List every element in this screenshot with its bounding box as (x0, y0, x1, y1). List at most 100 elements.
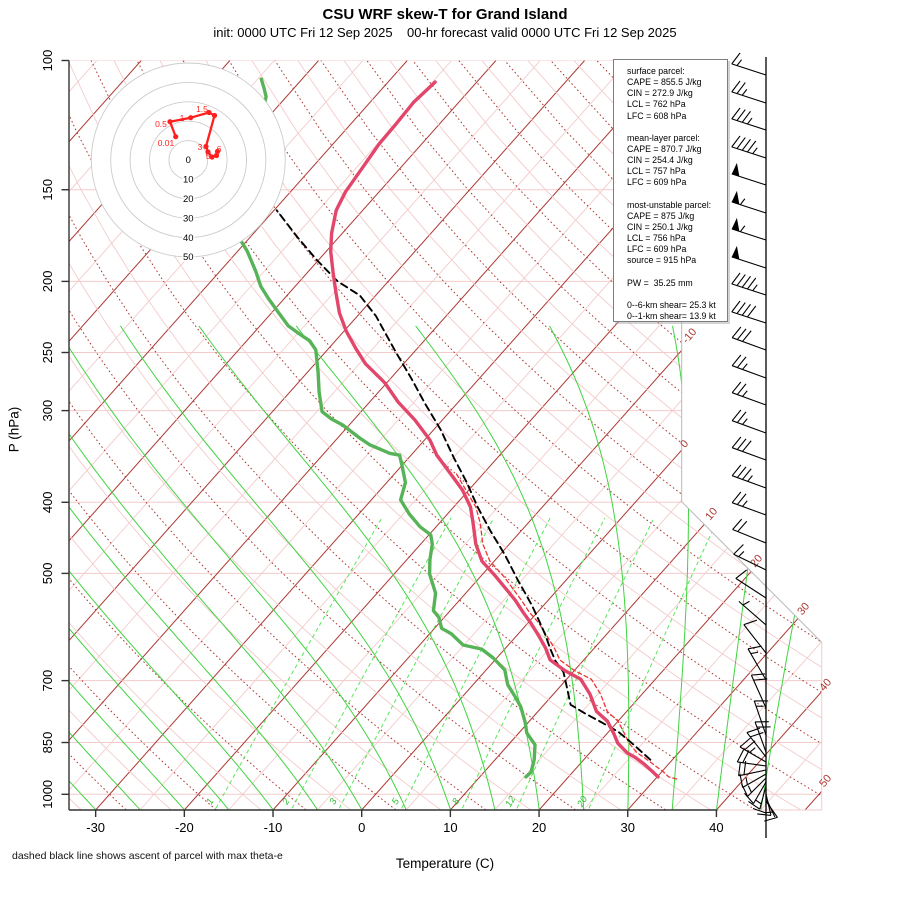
dry-adiabat-line (69, 60, 531, 810)
wind-barb (750, 673, 768, 709)
wind-barb (738, 760, 767, 777)
mixing-ratio-line (215, 517, 383, 809)
x-axis-label: Temperature (C) (395, 856, 495, 871)
pressure-tick-label: 700 (40, 670, 55, 692)
info-box-line: CIN = 254.4 J/kg (627, 155, 693, 166)
hodograph-trace-point (211, 112, 218, 119)
temperature-tick-label: -30 (86, 820, 105, 835)
wind-barb (731, 245, 767, 269)
isotherm-right-label: 10 (703, 506, 720, 523)
wind-barb (731, 52, 767, 76)
moist-adiabat-line (198, 325, 496, 810)
temperature-tick-label: -10 (264, 820, 283, 835)
mixing-ratio-line (461, 517, 606, 809)
hodograph-height-label: 1.5 (196, 104, 208, 114)
page-title: CSU WRF skew-T for Grand Island (322, 6, 568, 23)
dry-adiabat-line (182, 60, 822, 810)
isotherm-line (69, 60, 497, 810)
wind-barb (732, 518, 767, 544)
chart-subtitle: init: 0000 UTC Fri 12 Sep 2025 00-hr for… (213, 25, 677, 40)
info-box-section-title: mean-layer parcel: (627, 132, 700, 143)
hodograph-ring (90, 62, 286, 258)
isotherm-line (69, 60, 585, 810)
moist-adiabat-line (69, 325, 318, 810)
mixing-ratio-line (401, 517, 551, 809)
dry-adiabat-line (366, 60, 822, 810)
isotherm-line (69, 60, 541, 810)
isotherm-line (760, 60, 822, 810)
pressure-tick-label: 500 (40, 563, 55, 585)
hodograph-trace-point (213, 152, 220, 159)
hodograph-height-label: 0.5 (155, 119, 167, 129)
isotherm-right-label: 20 (748, 553, 765, 570)
pressure-tick-label: 400 (40, 491, 55, 513)
temperature-tick-label: 30 (621, 820, 635, 835)
isotherm-line (583, 60, 822, 810)
wind-barb (746, 727, 767, 758)
isotherm-right-label: -10 (680, 326, 699, 346)
dry-adiabat-line (343, 60, 822, 810)
dry-adiabat-line (69, 60, 442, 810)
hodograph-ring (149, 120, 228, 200)
wind-barb (731, 354, 767, 379)
dry-adiabat-line (69, 60, 172, 810)
pressure-tick-label: 100 (40, 50, 55, 72)
isotherm-line (69, 60, 718, 810)
wind-barb (731, 80, 767, 104)
info-box-section-title: most-unstable parcel: (627, 199, 712, 210)
wind-barb (731, 272, 767, 296)
info-box-line: LCL = 762 hPa (627, 99, 686, 110)
isotherm-line (671, 60, 822, 810)
hodograph-background-disk (91, 63, 286, 257)
hodograph-height-label: 5 (206, 151, 211, 161)
dry-adiabat-line (113, 60, 822, 810)
parcel-ascent-curve (275, 209, 652, 761)
dry-adiabat-line (69, 60, 621, 810)
isotherm-line (317, 60, 822, 810)
dry-adiabat-line (136, 60, 822, 810)
info-box-section: PW = 35.25 mm (627, 278, 727, 289)
mixing-ratio-label: 8 (450, 796, 463, 807)
mixing-ratio-line (291, 517, 452, 809)
hodograph-height-label: 6 (217, 144, 222, 154)
dry-adiabat-line (69, 60, 397, 810)
parcel-info-box: surface parcel: CAPE = 855.5 J/kg CIN = 27… (613, 59, 728, 322)
wind-barb (731, 491, 767, 516)
isotherm-line (272, 60, 822, 810)
hodograph-height-label: 0.01 (158, 138, 175, 148)
temperature-tick-label: -20 (175, 820, 194, 835)
wind-barb (733, 544, 767, 571)
hodograph-trace-point (188, 115, 194, 121)
dry-adiabat-line (297, 60, 822, 810)
hodograph-trace-point (214, 148, 221, 155)
isotherm-line (69, 60, 186, 810)
wind-barb (743, 619, 767, 654)
temperature-curve (329, 80, 660, 779)
wind-barb (739, 773, 767, 788)
dewpoint-curve (239, 77, 537, 779)
isotherm-right-label: 50 (817, 773, 834, 790)
wind-barb (731, 300, 767, 324)
mixing-ratio-line (516, 517, 655, 809)
isotherm-line (69, 60, 408, 810)
wind-barb (731, 464, 767, 489)
wind-barb (764, 800, 778, 822)
isotherm-line (627, 60, 822, 810)
dry-adiabat-line (69, 60, 352, 810)
hodograph-ring-label: 40 (183, 233, 194, 244)
wind-barb (739, 737, 767, 763)
dry-adiabat-line (69, 60, 801, 810)
dry-adiabat-line (69, 60, 262, 810)
mixing-ratio-label: 12 (503, 794, 518, 809)
info-box-line: CAPE = 875 J/kg (627, 210, 695, 221)
info-box-line: CAPE = 855.5 J/kg (627, 77, 702, 88)
hodograph-trace-point (167, 119, 173, 125)
info-box-line: PW = 35.25 mm (627, 277, 693, 288)
hodograph-ring-label: 30 (183, 213, 194, 224)
hodograph-trace-point (205, 149, 211, 155)
moist-adiabat-line (69, 325, 141, 810)
pressure-tick-label: 150 (40, 179, 55, 201)
dry-adiabat-line (159, 60, 822, 810)
isotherm-line (716, 60, 822, 810)
